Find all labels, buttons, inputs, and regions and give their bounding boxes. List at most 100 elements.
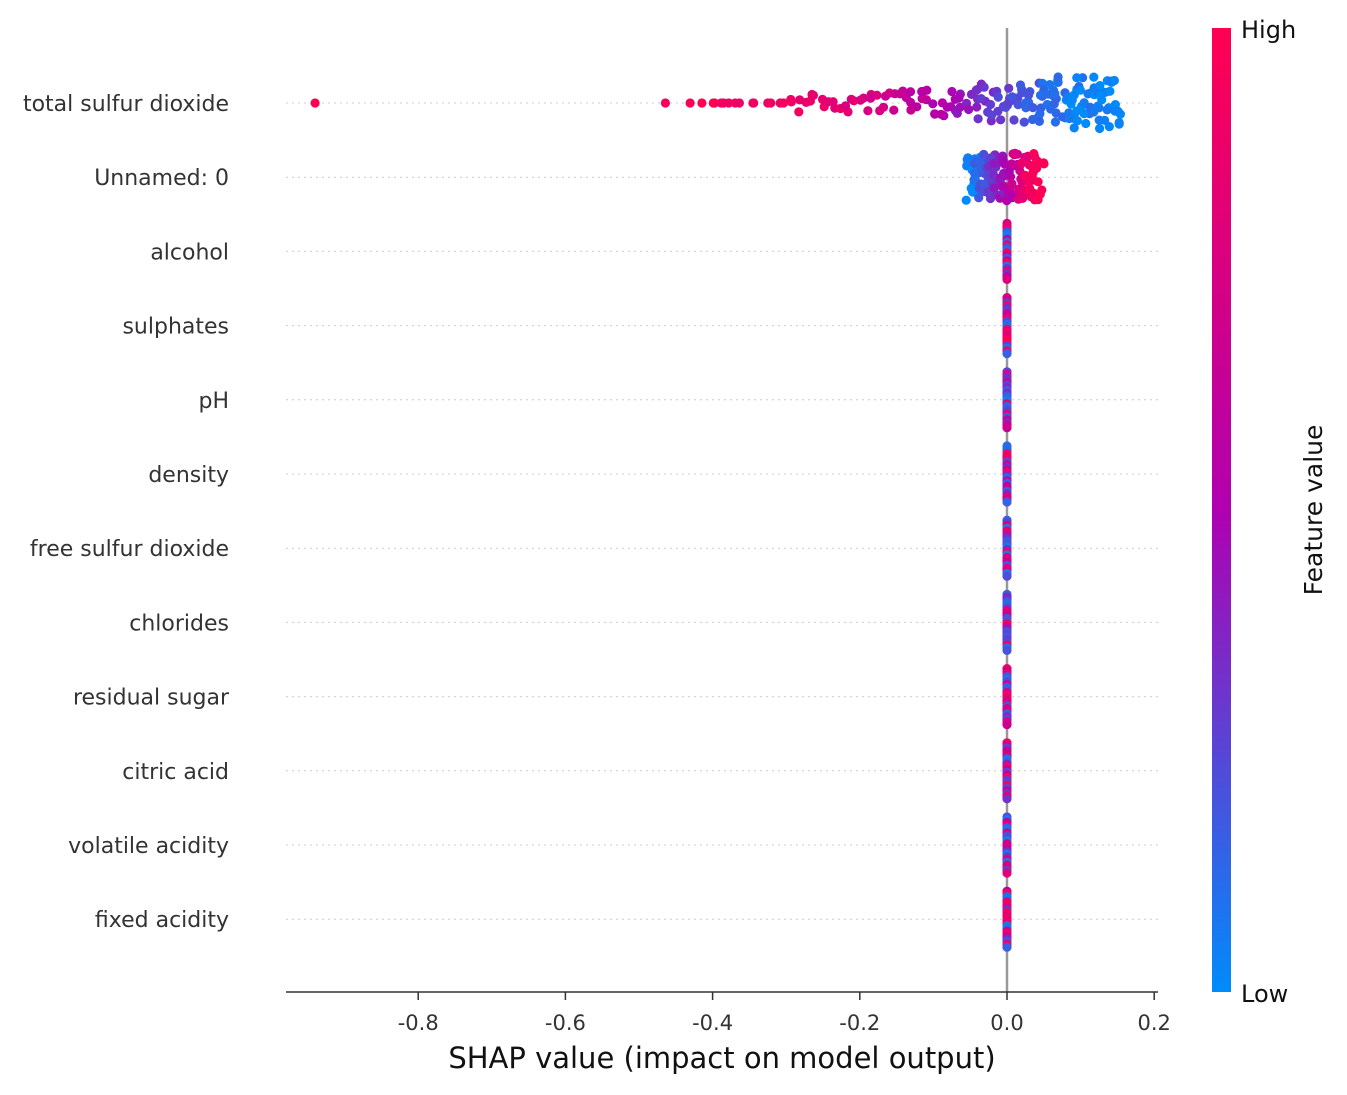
- shap-point: [928, 99, 938, 109]
- shap-point: [749, 98, 759, 108]
- feature-points: [961, 148, 1049, 206]
- shap-point: [1007, 159, 1017, 169]
- shap-point: [1021, 103, 1031, 113]
- shap-point: [1079, 109, 1089, 119]
- shap-point: [1007, 180, 1017, 190]
- shap-point: [310, 98, 320, 108]
- shap-point: [1081, 118, 1091, 129]
- shap-point: [1002, 423, 1012, 433]
- shap-point: [1035, 109, 1045, 119]
- shap-point: [993, 92, 1003, 102]
- shap-point: [985, 99, 996, 110]
- shap-point: [1105, 86, 1115, 96]
- shap-point: [840, 101, 851, 111]
- feature-label: Unnamed: 0: [94, 166, 229, 191]
- shap-point: [889, 105, 899, 115]
- feature-label: chlorides: [129, 611, 229, 636]
- feature-label: pH: [198, 389, 229, 414]
- shap-point: [794, 107, 804, 117]
- shap-point: [1033, 177, 1043, 187]
- shap-point: [1002, 497, 1012, 507]
- shap-point: [1102, 105, 1112, 115]
- shap-point: [993, 106, 1003, 116]
- shap-point: [962, 155, 972, 165]
- shap-point: [1104, 122, 1114, 132]
- shap-point: [1009, 115, 1019, 125]
- shap-point: [1037, 78, 1047, 88]
- shap-point: [969, 168, 980, 178]
- shap-point: [1002, 794, 1012, 804]
- shap-point: [1023, 90, 1034, 100]
- x-axis-ticks: -0.8 -0.6 -0.4 -0.2 0.0 0.2: [398, 992, 1171, 1035]
- feature-points: [1002, 664, 1012, 730]
- shap-point: [1039, 159, 1049, 169]
- x-tick-label: -0.2: [839, 1011, 880, 1035]
- shap-point: [905, 87, 916, 97]
- shap-point: [697, 98, 707, 108]
- shap-point: [985, 193, 996, 204]
- feature-points: [1002, 293, 1012, 359]
- shap-point: [1113, 106, 1123, 116]
- colorbar-gradient: [1212, 28, 1231, 992]
- shap-point: [1002, 645, 1012, 656]
- x-tick-label: -0.6: [545, 1011, 586, 1035]
- shap-point: [724, 98, 734, 108]
- colorbar: High Low Feature value: [1212, 16, 1328, 1008]
- shap-point: [1017, 187, 1027, 197]
- feature-points: [1002, 515, 1012, 581]
- feature-label: free sulfur dioxide: [30, 537, 229, 562]
- shap-point: [996, 115, 1006, 125]
- feature-points: [1002, 367, 1012, 433]
- feature-label: total sulfur dioxide: [23, 92, 229, 117]
- shap-point: [1053, 72, 1063, 82]
- colorbar-title: Feature value: [1299, 425, 1328, 596]
- shap-point: [1002, 274, 1012, 284]
- shap-point: [942, 102, 952, 112]
- shap-point: [766, 98, 776, 108]
- shap-point: [1004, 83, 1014, 93]
- shap-point: [1019, 117, 1029, 127]
- feature-label: sulphates: [122, 315, 229, 340]
- feature-label: residual sugar: [73, 686, 230, 711]
- feature-label: citric acid: [122, 760, 229, 785]
- shap-point: [1002, 720, 1012, 730]
- shap-point: [922, 85, 932, 95]
- shap-point: [973, 114, 983, 124]
- feature-points: [1002, 589, 1012, 656]
- shap-point: [1000, 159, 1010, 169]
- shap-point: [786, 94, 796, 105]
- shap-point: [875, 106, 885, 116]
- shap-point: [710, 98, 720, 108]
- row-guide-lines: [286, 102, 1158, 920]
- shap-point: [1072, 116, 1082, 126]
- shap-point: [912, 102, 922, 112]
- shap-point: [807, 89, 817, 100]
- feature-label: volatile acidity: [68, 834, 229, 859]
- feature-points: [310, 72, 1125, 134]
- shap-point: [989, 183, 999, 193]
- shap-point: [1072, 73, 1082, 83]
- x-axis-title: SHAP value (impact on model output): [448, 1041, 995, 1075]
- shap-point: [1089, 72, 1099, 82]
- shap-point: [936, 109, 946, 119]
- shap-point: [1028, 103, 1038, 113]
- colorbar-low-label: Low: [1241, 980, 1288, 1008]
- shap-point: [1109, 75, 1119, 86]
- shap-point: [1028, 114, 1038, 125]
- shap-point: [974, 193, 984, 203]
- feature-label: alcohol: [150, 240, 229, 265]
- shap-point: [1018, 193, 1028, 203]
- shap-point: [1095, 123, 1105, 134]
- shap-point: [1002, 942, 1012, 952]
- shap-point: [863, 106, 873, 116]
- shap-point: [1075, 85, 1085, 95]
- shap-point: [1020, 170, 1030, 180]
- feature-points: [1002, 886, 1012, 952]
- shap-point: [734, 98, 745, 108]
- shap-point: [660, 98, 671, 108]
- shap-point: [1010, 149, 1021, 159]
- shap-point: [1035, 90, 1046, 100]
- x-tick-label: -0.4: [692, 1011, 733, 1035]
- shap-point: [964, 104, 974, 115]
